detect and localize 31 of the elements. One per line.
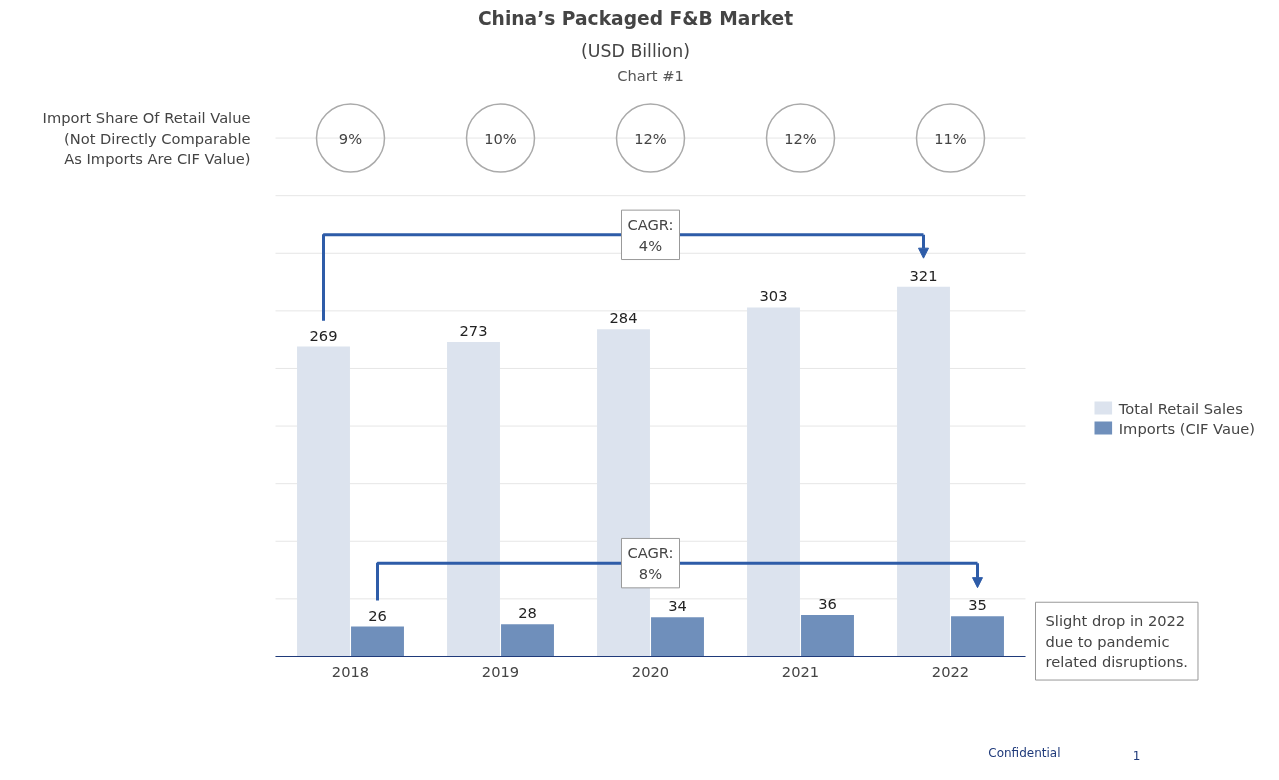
- legend-label: Imports (CIF Vaue): [1118, 419, 1255, 436]
- chart-subtitle: (USD Billion): [581, 40, 690, 61]
- text: Chart #1: [617, 66, 684, 84]
- text: 12%: [634, 129, 667, 147]
- x-tick-label: 2018: [331, 663, 370, 681]
- text: Confidential: [988, 746, 1061, 761]
- data-label: 321: [909, 266, 938, 284]
- data-label: 35: [968, 596, 987, 614]
- data-label: 303: [759, 287, 788, 305]
- data-label: 269: [309, 326, 338, 344]
- text: CAGR: 4%: [627, 216, 674, 254]
- text: Import Share Of Retail Value (Not Directly Comparable As Imports Are CIF Value): [42, 109, 251, 167]
- text: 1: [1132, 749, 1141, 764]
- chart-title: China’s Packaged F&B Market: [477, 7, 794, 29]
- data-label: 26: [368, 606, 387, 624]
- data-label: 36: [818, 594, 837, 612]
- data-label: 273: [459, 321, 488, 339]
- legend-label: Total Retail Sales: [1118, 399, 1243, 416]
- data-label: 34: [668, 597, 687, 615]
- x-tick-label: 2022: [931, 663, 970, 681]
- x-tick-label: 2020: [631, 663, 670, 681]
- x-tick-label: 2019: [481, 663, 520, 681]
- text: 12%: [784, 129, 817, 147]
- text: 11%: [934, 129, 967, 147]
- x-tick-label: 2021: [781, 663, 820, 681]
- annotation: CAGR: 8%: [627, 544, 674, 582]
- data-label: 28: [518, 604, 537, 622]
- text: 10%: [484, 129, 517, 147]
- data-label: 284: [609, 309, 638, 327]
- text: 9%: [338, 129, 363, 147]
- text: Slight drop in 2022 due to pandemic related disruptions.: [1045, 612, 1188, 671]
